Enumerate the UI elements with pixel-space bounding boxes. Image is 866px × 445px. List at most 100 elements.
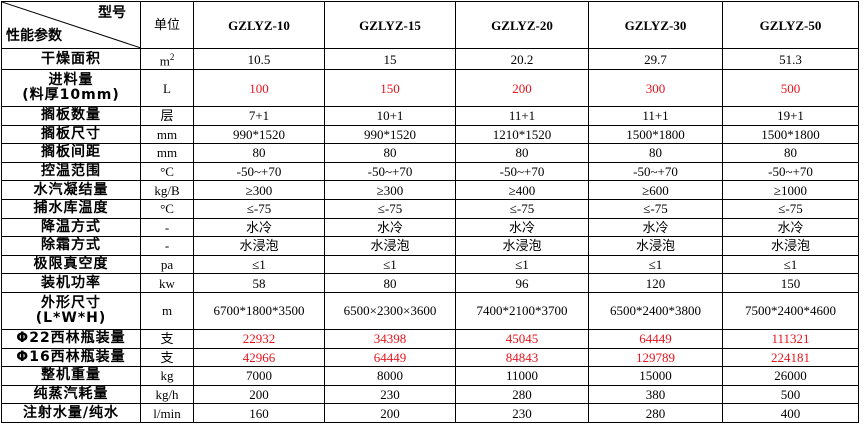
unit: l/min [153,405,181,421]
value-cell: 80 [455,143,589,163]
param-name: 控温范围 [41,163,101,180]
param-name-sub: (L*W*H) [35,309,107,326]
unit: 层 [160,108,174,124]
value-cell: 水冷 [588,217,723,238]
model-header: GZLYZ-20 [455,1,589,49]
value-cell: 1500*1800 [722,124,859,145]
unit-cell: mm [140,124,194,145]
unit: kw [159,275,175,291]
param-name-cell: 降温方式 [1,217,141,238]
value-cell: 96 [455,273,589,293]
value-cell: 400 [722,403,859,423]
table-row: 进料量 (料厚10mm) L 100 150 200 300 500 [1,69,859,107]
value-cell: -50~+70 [455,161,589,182]
value-cell: 10+1 [324,106,456,126]
unit-cell: m2 [140,48,194,70]
unit-cell: mm [140,143,194,163]
value-cell: 280 [455,384,589,405]
param-name: 极限真空度 [33,256,109,273]
value-cell: 6500*2400*3800 [588,291,723,330]
unit: - [164,219,170,235]
value-cell: 6700*1800*3500 [193,291,325,330]
unit: 支 [160,349,174,365]
param-name-cell: 极限真空度 [1,254,141,275]
param-name-cell: 搁板间距 [1,143,141,163]
value-cell: 129789 [588,347,723,368]
param-name: 整机重量 [41,367,101,384]
value-cell: 990*1520 [324,124,456,145]
param-name-cell: Φ22西林瓶装量 [1,328,141,349]
value-cell: 200 [324,403,456,423]
param-name-cell: 干燥面积 [1,48,141,70]
value-cell: 111321 [722,328,859,349]
param-name: 搁板间距 [41,144,101,161]
unit-superscript: 2 [169,51,175,62]
unit: °C [160,164,174,180]
unit-header: 单位 [140,1,194,49]
param-name-cell: 外形尺寸 (L*W*H) [1,291,141,330]
value-cell: 160 [193,403,325,423]
unit: mm [156,126,178,142]
value-cell: 100 [193,69,325,107]
value-cell: 300 [588,69,723,107]
table-row: Φ16西林瓶装量 支 42966 64449 84843 129789 224181 [1,347,859,368]
value-cell: ≤-75 [588,198,723,219]
value-cell: 42966 [193,347,325,368]
table-row: 除霜方式 - 水浸泡 水浸泡 水浸泡 水浸泡 水浸泡 [1,236,859,256]
value-cell: 224181 [722,347,859,368]
param-name: 纯蒸汽耗量 [33,386,109,403]
param-name-sub: (料厚10mm) [22,87,120,103]
unit-cell: pa [140,254,194,275]
unit-cell: - [140,217,194,238]
model-header: GZLYZ-10 [193,1,325,49]
table-row: 搁板间距 mm 80 80 80 80 80 [1,143,859,163]
unit-cell: kg/B [140,180,194,200]
table-row: 纯蒸汽耗量 kg/h 200 230 280 380 500 [1,384,859,405]
unit: m [159,53,170,69]
model-header: GZLYZ-30 [588,1,723,49]
value-cell: 80 [193,143,325,163]
value-cell: 58 [193,273,325,293]
value-cell: 990*1520 [193,124,325,145]
unit: kg [160,368,174,384]
value-cell: 230 [455,403,589,423]
value-cell: ≤1 [588,254,723,275]
unit: mm [156,145,178,161]
param-name-cell: 进料量 (料厚10mm) [1,69,141,107]
value-cell: 64449 [588,328,723,349]
unit-cell: 支 [140,347,194,368]
corner-model-label: 型号 [98,5,126,21]
value-cell: 84843 [455,347,589,368]
value-cell: 水浸泡 [193,236,325,256]
value-cell: ≤1 [324,254,456,275]
value-cell: 150 [324,69,456,107]
value-cell: ≥600 [588,180,723,200]
value-cell: 51.3 [722,48,859,70]
value-cell: 500 [722,384,859,405]
unit-cell: 支 [140,328,194,349]
unit: - [164,238,170,254]
table-row: 极限真空度 pa ≤1 ≤1 ≤1 ≤1 ≤1 [1,254,859,275]
param-name: Φ22西林瓶装量 [16,330,126,347]
param-name-cell: 捕水库温度 [1,198,141,219]
value-cell: 水浸泡 [455,236,589,256]
unit-cell: kg [140,366,194,386]
table-row: 外形尺寸 (L*W*H) m 6700*1800*3500 6500×2300×3600… [1,291,859,330]
param-name: 装机功率 [41,274,101,291]
corner-header-cell: 型号 性能参数 [1,1,141,49]
param-name: 除霜方式 [41,237,101,254]
value-cell: 280 [588,403,723,423]
value-cell: 水冷 [455,217,589,238]
value-cell: ≤-75 [193,198,325,219]
unit: pa [160,257,174,273]
unit-cell: m [140,291,194,330]
param-name-cell: 控温范围 [1,161,141,182]
value-cell: ≤-75 [722,198,859,219]
value-cell: 80 [324,143,456,163]
param-name-cell: Φ16西林瓶装量 [1,347,141,368]
table-row: 干燥面积 m2 10.5 15 20.2 29.7 51.3 [1,48,859,70]
unit: m [161,303,173,319]
value-cell: 380 [588,384,723,405]
value-cell: 水冷 [193,217,325,238]
value-cell: ≥300 [193,180,325,200]
